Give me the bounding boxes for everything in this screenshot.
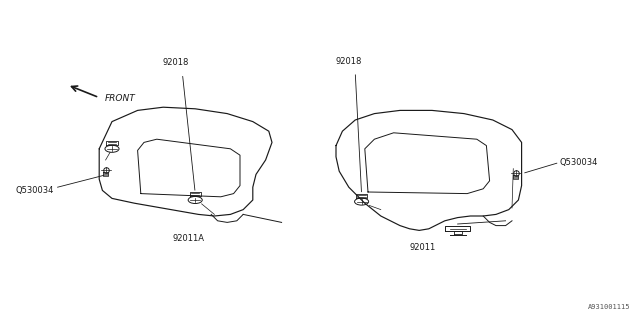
Text: 92011: 92011 bbox=[409, 244, 436, 252]
Text: Q530034: Q530034 bbox=[560, 158, 598, 167]
Text: Q530034: Q530034 bbox=[16, 186, 54, 195]
Text: A931001115: A931001115 bbox=[588, 304, 630, 310]
Text: 92018: 92018 bbox=[335, 57, 362, 66]
Text: 92018: 92018 bbox=[163, 58, 189, 67]
Text: FRONT: FRONT bbox=[104, 94, 135, 103]
Text: 92011A: 92011A bbox=[173, 234, 205, 243]
